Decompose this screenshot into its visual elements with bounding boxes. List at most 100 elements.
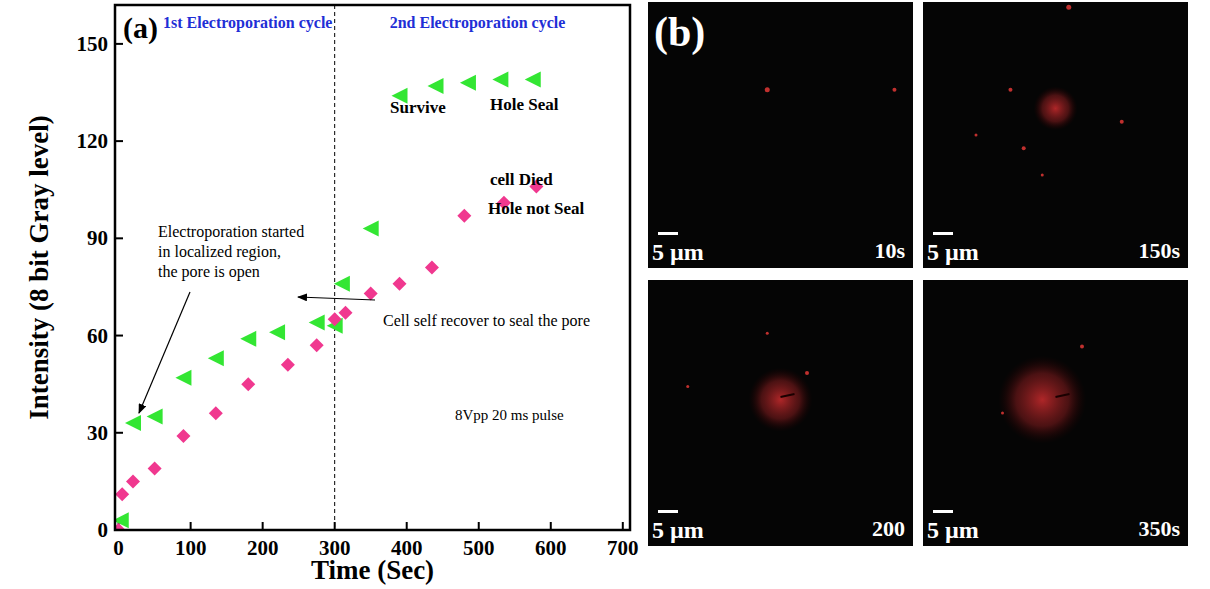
data-point [148,461,162,475]
data-point [281,358,295,372]
plot-frame [115,5,630,530]
data-point [115,487,129,501]
micrograph: 5 µm 10s [648,2,913,268]
micrograph-background [648,2,913,268]
electrode-tip [781,394,795,397]
data-point [338,306,352,320]
data-point [525,72,541,88]
data-point [363,221,379,237]
fluorescence-spot [1001,412,1004,415]
time-label: 200 [872,516,905,541]
figure: 01002003004005006007000306090120150Time … [0,0,1210,589]
data-point [309,315,325,331]
micrograph-background [923,280,1188,546]
annotation: Hole Seal [490,95,559,114]
y-tick-label: 60 [87,324,108,348]
scale-bar [658,510,678,513]
micrograph-background [648,280,913,546]
y-tick-label: 150 [77,32,109,56]
data-point [310,338,324,352]
x-axis-title: Time (Sec) [311,555,434,585]
x-tick-label: 700 [607,536,639,560]
data-point [147,409,163,425]
fluorescence-spot [1120,120,1124,124]
annotation: Electroporation started in localized regi… [158,223,304,281]
annotation: 8Vpp 20 ms pulse [455,407,564,423]
fluorescence-spot [765,87,770,92]
fluorescence-spot [805,371,809,375]
y-tick-label: 90 [87,226,108,250]
cycle-divider [334,5,335,530]
panel-b: 5 µm 10s 5 µm 150s 5 µm 200 5 µm 350s (b) [648,2,1188,546]
data-point [126,474,140,488]
fluorescence-region [998,356,1086,444]
annotation-arrow [139,292,190,413]
y-tick-label: 30 [87,421,108,445]
fluorescence-spot [766,332,769,335]
cycle-label: 1st Electroporation cycle [163,14,332,32]
scale-bar-label: 5 µm [927,239,979,265]
micrograph-background [923,2,1188,268]
fluorescence-region [749,368,813,432]
annotation-arrow [298,297,375,300]
data-point [428,78,444,94]
y-tick-label: 120 [77,129,109,153]
x-tick-label: 100 [175,536,207,560]
data-point [175,370,191,386]
scale-bar-label: 5 µm [652,517,704,543]
fluorescence-spot [1022,146,1026,150]
micrograph: 5 µm 350s [923,280,1188,546]
time-label: 150s [1138,238,1180,263]
micrograph: 5 µm 200 [648,280,913,546]
time-label: 350s [1138,516,1180,541]
annotation-line: the pore is open [158,263,260,281]
time-label: 10s [874,238,905,263]
series [115,179,543,530]
data-point [393,277,407,291]
cycle-label: 2nd Electroporation cycle [390,14,566,32]
x-tick-label: 600 [535,536,567,560]
scale-bar-label: 5 µm [927,517,979,543]
y-axis-title: Intensity (8 bit Gray level) [24,115,54,419]
annotation-line: Electroporation started [158,223,304,241]
y-tick-label: 0 [98,518,109,542]
x-tick-label: 0 [113,536,124,560]
data-point [425,261,439,275]
data-marks [115,72,543,530]
scale-bar-label: 5 µm [652,239,704,265]
scale-bar [933,232,953,235]
annotation: Cell self recover to seal the pore [383,312,590,330]
scale-bar [933,510,953,513]
fluorescence-region [1034,86,1078,130]
data-point [457,209,471,223]
annotation: cell Died [490,170,553,189]
panel-a: 01002003004005006007000306090120150Time … [24,5,639,585]
fluorescence-spot [892,88,896,92]
data-point [125,415,141,431]
data-point [208,350,224,366]
series [115,72,541,529]
data-point [176,429,190,443]
data-point [240,331,256,347]
panel-label: (a) [123,11,158,45]
micrograph: 5 µm 150s [923,2,1188,268]
data-point [241,377,255,391]
fluorescence-spot [975,134,978,137]
fluorescence-spot [1080,345,1084,349]
fluorescence-spot [686,385,689,388]
electrode-tip [1056,394,1070,397]
fluorescence-spot [1041,173,1044,176]
x-tick-label: 200 [247,536,279,560]
fluorescence-spot [1066,5,1071,10]
data-point [460,75,476,91]
scale-bar [658,232,678,235]
panel-label: (b) [654,9,705,56]
data-point [269,324,285,340]
x-tick-label: 500 [463,536,495,560]
data-point [364,286,378,300]
data-point [334,276,350,292]
data-point [328,312,342,326]
fluorescence-spot [1008,88,1012,92]
data-point [209,406,223,420]
annotation-line: in localized region, [158,243,281,261]
